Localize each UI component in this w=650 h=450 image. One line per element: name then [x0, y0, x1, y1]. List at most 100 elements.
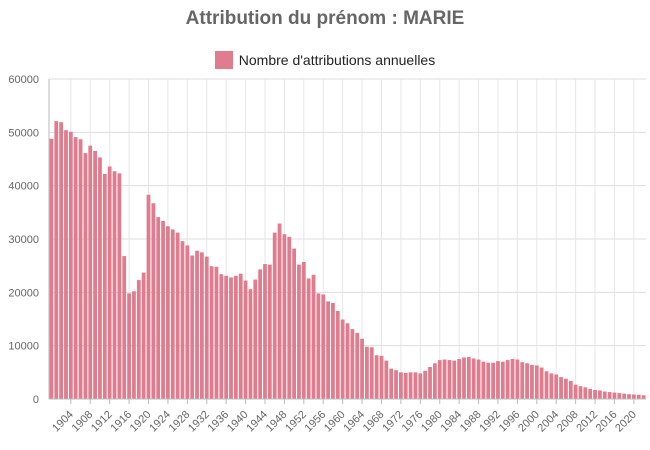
bar[interactable]	[471, 358, 476, 399]
bar[interactable]	[292, 248, 297, 399]
bar[interactable]	[209, 266, 214, 399]
bar[interactable]	[617, 393, 622, 399]
bar[interactable]	[224, 275, 229, 399]
bar[interactable]	[156, 217, 161, 399]
bar[interactable]	[486, 362, 491, 399]
bar[interactable]	[267, 264, 272, 399]
bar[interactable]	[559, 377, 563, 399]
bar[interactable]	[423, 370, 428, 399]
bar[interactable]	[350, 329, 355, 399]
bar[interactable]	[573, 384, 578, 399]
bar[interactable]	[432, 363, 437, 399]
bar[interactable]	[136, 280, 141, 399]
bar[interactable]	[335, 311, 340, 399]
bar[interactable]	[447, 360, 452, 399]
bar[interactable]	[49, 138, 54, 399]
bar[interactable]	[462, 357, 466, 399]
bar[interactable]	[282, 234, 287, 399]
legend[interactable]: Nombre d'attributions annuelles	[0, 51, 650, 69]
bar[interactable]	[384, 360, 389, 399]
bar[interactable]	[219, 274, 224, 399]
bar[interactable]	[636, 394, 641, 399]
bar[interactable]	[491, 362, 496, 399]
bar[interactable]	[355, 332, 360, 399]
bar[interactable]	[641, 395, 646, 399]
bar[interactable]	[428, 367, 432, 399]
bar[interactable]	[418, 373, 423, 399]
bar[interactable]	[607, 392, 612, 399]
bar[interactable]	[408, 372, 413, 399]
bar[interactable]	[340, 319, 345, 399]
bar[interactable]	[331, 303, 335, 399]
bar[interactable]	[321, 294, 326, 399]
bar[interactable]	[117, 173, 122, 399]
bar[interactable]	[59, 122, 64, 399]
bar[interactable]	[122, 256, 127, 399]
bar[interactable]	[175, 232, 180, 399]
bar[interactable]	[379, 355, 384, 399]
bar[interactable]	[564, 378, 568, 399]
bar[interactable]	[297, 264, 301, 399]
bar[interactable]	[132, 291, 136, 399]
bar[interactable]	[476, 359, 481, 399]
bar[interactable]	[83, 153, 88, 399]
bar[interactable]	[568, 380, 573, 399]
bar[interactable]	[306, 278, 311, 399]
bar[interactable]	[505, 360, 510, 399]
bar[interactable]	[496, 361, 500, 399]
bar[interactable]	[583, 387, 588, 399]
bar[interactable]	[112, 171, 117, 399]
bar[interactable]	[277, 223, 282, 399]
bar[interactable]	[437, 360, 442, 399]
bar[interactable]	[398, 372, 403, 399]
bar[interactable]	[253, 279, 258, 399]
bar[interactable]	[185, 245, 190, 399]
bar[interactable]	[539, 367, 544, 399]
bar[interactable]	[345, 323, 350, 399]
bar[interactable]	[588, 388, 593, 399]
bar[interactable]	[466, 356, 471, 399]
bar[interactable]	[622, 393, 627, 399]
bar[interactable]	[631, 394, 636, 399]
bar[interactable]	[233, 275, 238, 399]
bar[interactable]	[151, 203, 156, 399]
bar[interactable]	[54, 121, 59, 399]
bar[interactable]	[326, 301, 330, 399]
bar[interactable]	[214, 266, 219, 399]
bar[interactable]	[593, 389, 597, 399]
bar[interactable]	[481, 361, 486, 399]
bar[interactable]	[243, 280, 248, 399]
bar[interactable]	[627, 394, 631, 399]
bar[interactable]	[403, 372, 408, 399]
bar[interactable]	[301, 261, 306, 399]
bar[interactable]	[394, 370, 398, 399]
bar[interactable]	[389, 368, 394, 399]
bar[interactable]	[452, 360, 457, 399]
bar[interactable]	[442, 359, 447, 399]
bar[interactable]	[544, 371, 549, 399]
bar[interactable]	[204, 256, 209, 399]
bar[interactable]	[170, 229, 175, 399]
bar[interactable]	[195, 250, 199, 399]
bar[interactable]	[93, 151, 98, 399]
bar[interactable]	[272, 232, 277, 399]
bar[interactable]	[73, 137, 78, 399]
bar[interactable]	[549, 373, 554, 399]
bar[interactable]	[199, 252, 204, 399]
bar[interactable]	[190, 255, 195, 399]
bar[interactable]	[365, 346, 369, 399]
bar[interactable]	[413, 372, 418, 399]
bar[interactable]	[146, 194, 151, 399]
bar[interactable]	[612, 392, 617, 399]
bar[interactable]	[500, 361, 505, 399]
bar[interactable]	[180, 241, 185, 399]
bar[interactable]	[374, 355, 379, 399]
bar[interactable]	[515, 359, 520, 399]
bar[interactable]	[316, 293, 321, 399]
bar[interactable]	[64, 130, 68, 399]
bar[interactable]	[530, 364, 534, 399]
bar[interactable]	[287, 236, 292, 399]
bar[interactable]	[263, 264, 267, 399]
bar[interactable]	[311, 274, 316, 399]
bar[interactable]	[127, 293, 131, 399]
